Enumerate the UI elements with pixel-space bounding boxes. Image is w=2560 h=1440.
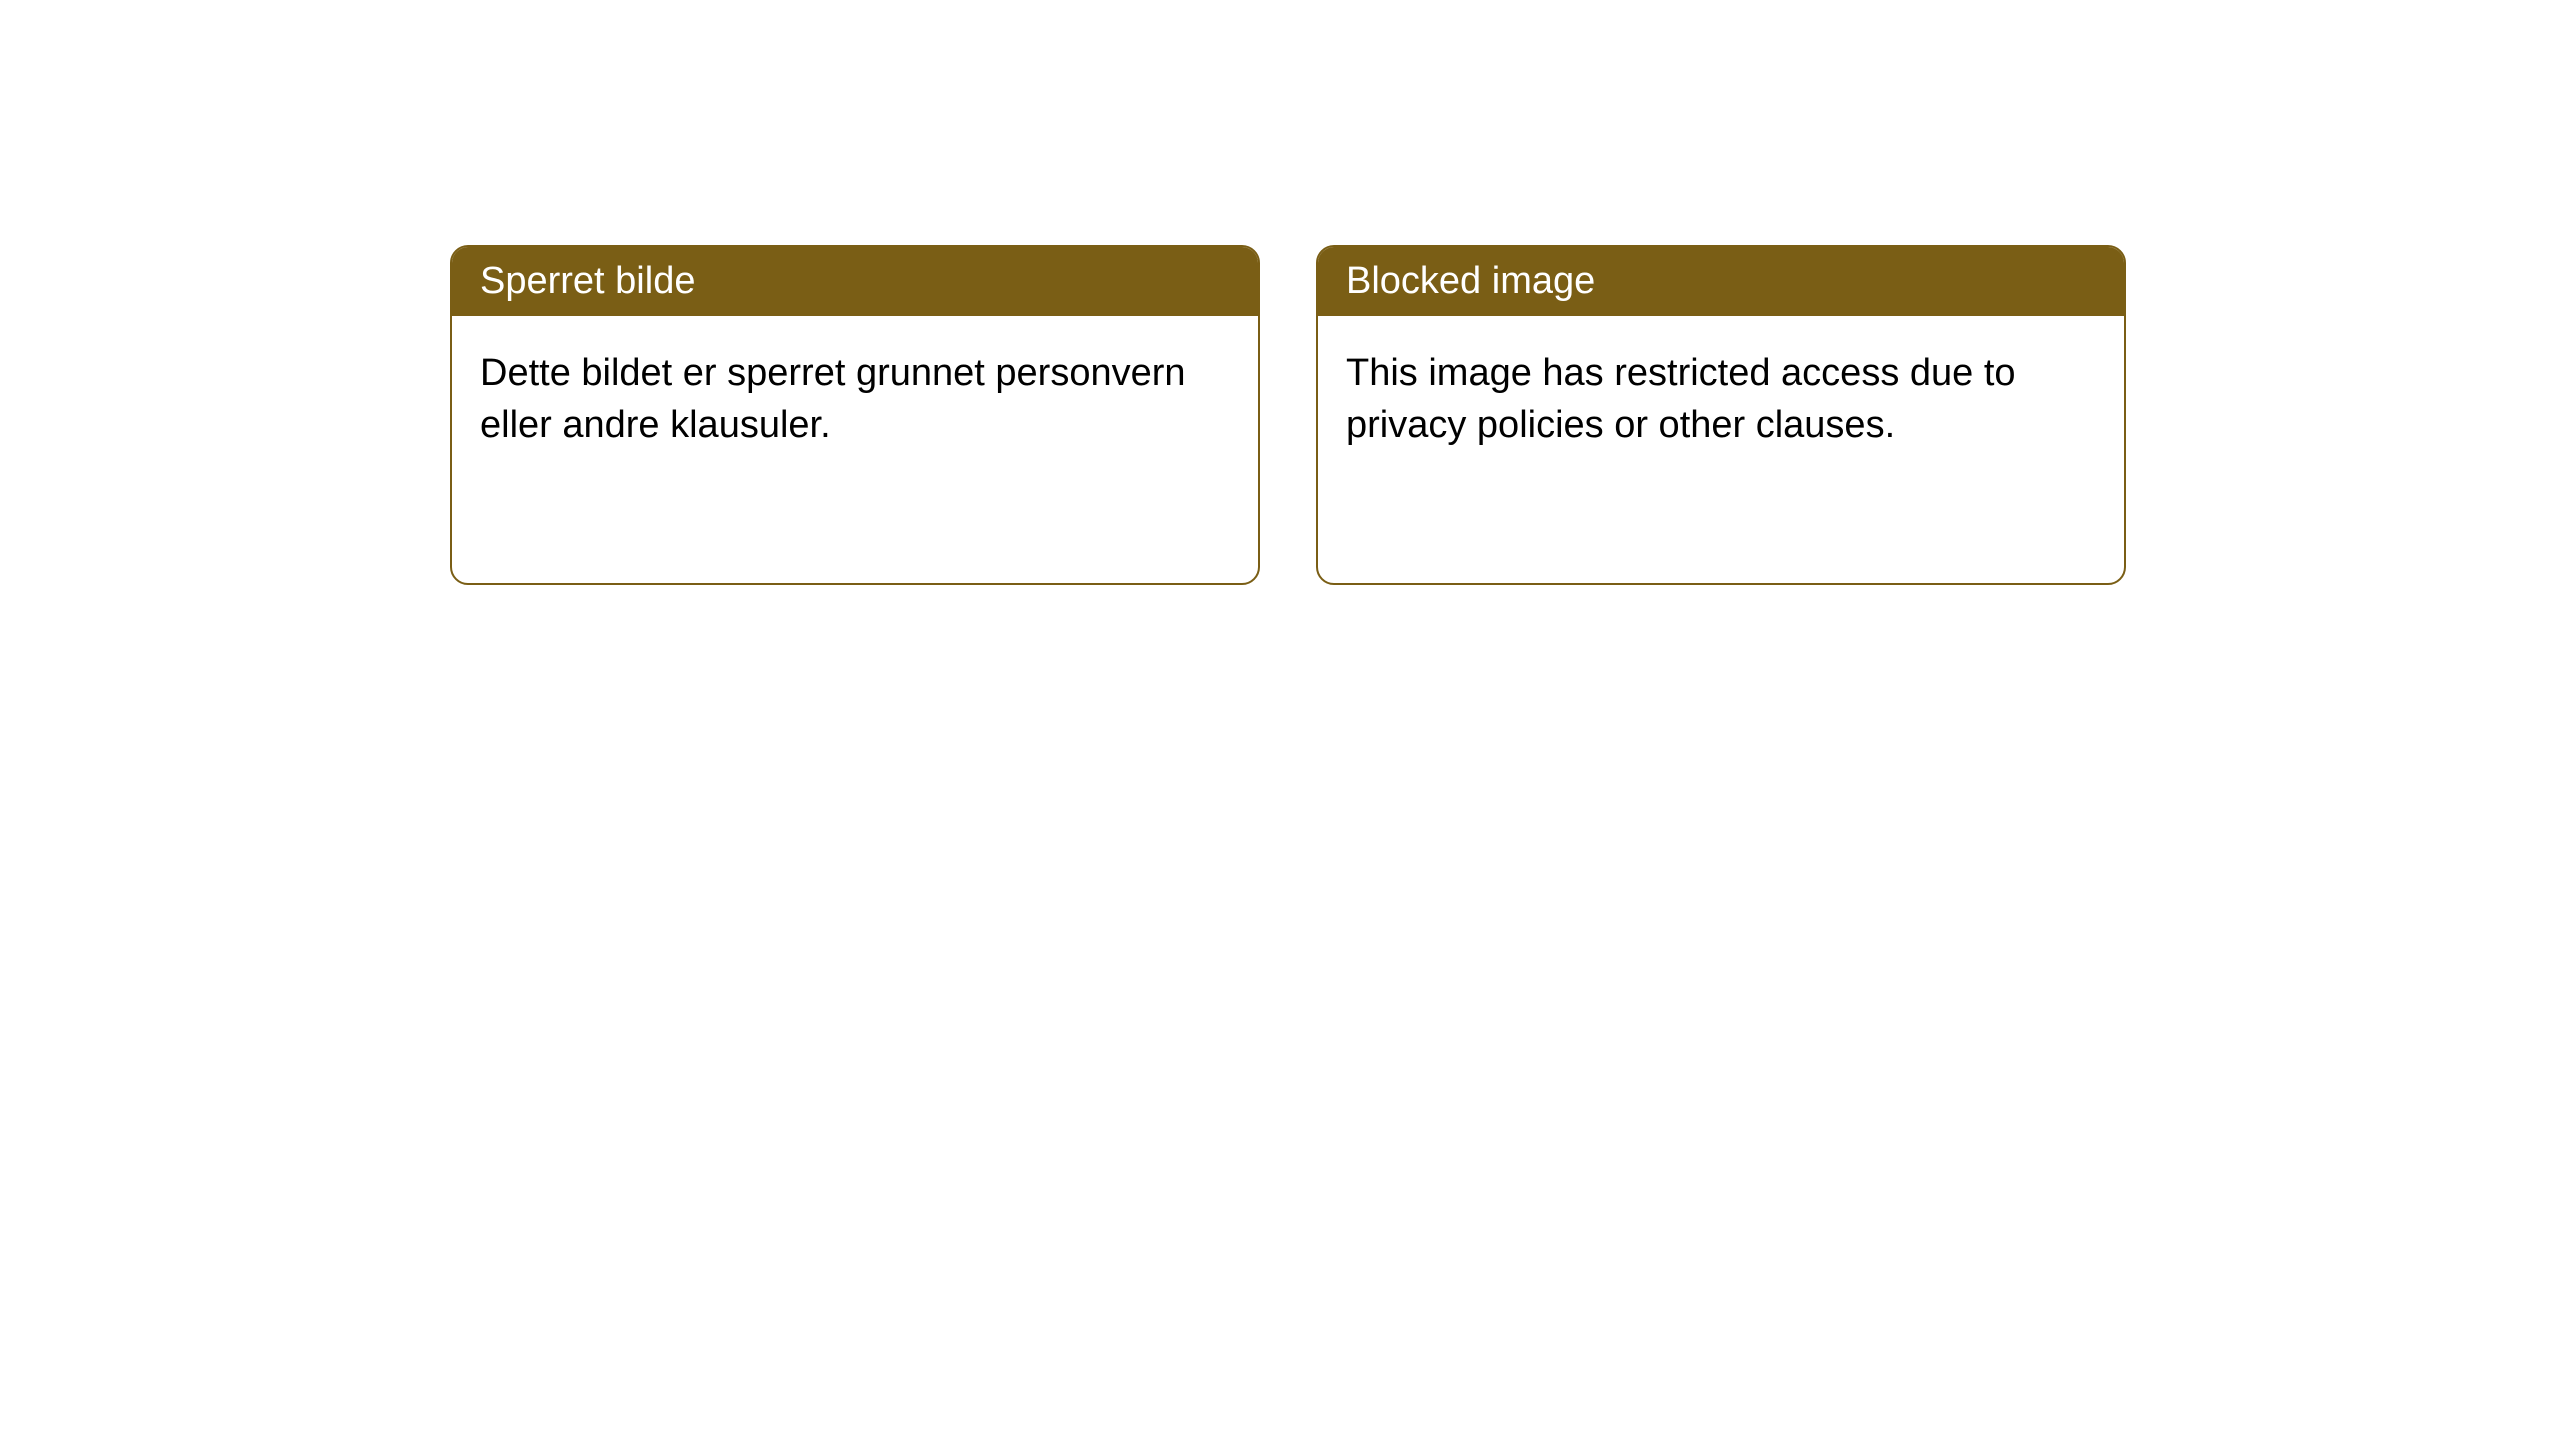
notice-body-norwegian: Dette bildet er sperret grunnet personve… xyxy=(452,316,1258,483)
notice-header-norwegian: Sperret bilde xyxy=(452,247,1258,316)
notice-text-norwegian: Dette bildet er sperret grunnet personve… xyxy=(480,352,1186,445)
notice-text-english: This image has restricted access due to … xyxy=(1346,352,2016,445)
notice-box-norwegian: Sperret bilde Dette bildet er sperret gr… xyxy=(450,245,1260,585)
notice-title-english: Blocked image xyxy=(1346,260,1595,302)
notice-body-english: This image has restricted access due to … xyxy=(1318,316,2124,483)
notice-title-norwegian: Sperret bilde xyxy=(480,260,695,302)
notice-container: Sperret bilde Dette bildet er sperret gr… xyxy=(450,245,2126,585)
notice-header-english: Blocked image xyxy=(1318,247,2124,316)
notice-box-english: Blocked image This image has restricted … xyxy=(1316,245,2126,585)
